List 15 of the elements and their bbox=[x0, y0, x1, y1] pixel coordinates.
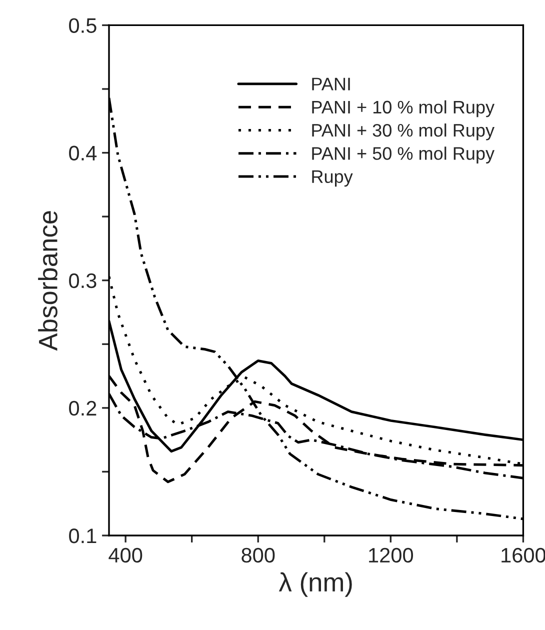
x-tick-label: 400 bbox=[108, 548, 142, 563]
legend-label: PANI bbox=[312, 78, 350, 90]
legend-label: PANI + 10 % mol Rupy bbox=[312, 100, 494, 118]
x-axis-title: λ (nm) bbox=[278, 572, 352, 597]
legend-label: Rupy bbox=[312, 170, 353, 187]
legend-label: PANI + 30 % mol Rupy bbox=[312, 123, 494, 140]
y-tick-label: 0.4 bbox=[69, 146, 97, 161]
y-axis-title: Absorbance bbox=[38, 211, 58, 351]
y-tick-label: 0.2 bbox=[69, 400, 96, 416]
x-tick-label: 1200 bbox=[369, 548, 414, 563]
y-tick-label: 0.3 bbox=[69, 273, 96, 288]
y-tick-label: 0.5 bbox=[69, 18, 96, 33]
legend-label: PANI + 50 % mol Rupy bbox=[312, 146, 494, 164]
y-tick-label: 0.1 bbox=[69, 528, 96, 544]
x-tick-label: 800 bbox=[242, 548, 275, 563]
